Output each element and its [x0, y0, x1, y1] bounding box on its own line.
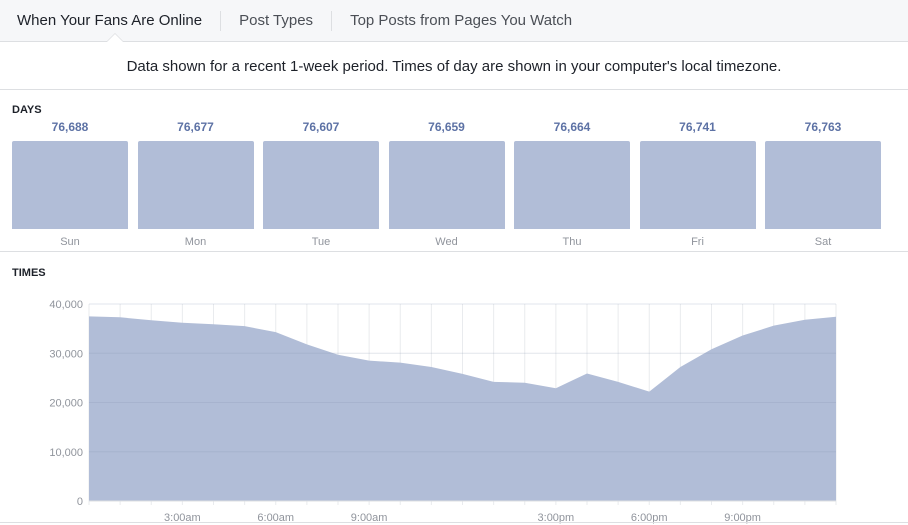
active-tab-indicator-fill	[107, 34, 123, 42]
day-bar	[263, 141, 379, 229]
info-text: Data shown for a recent 1-week period. T…	[126, 58, 782, 75]
day-bar	[639, 141, 756, 229]
day-bar	[137, 141, 254, 229]
tab-top-posts[interactable]: Top Posts from Pages You Watch	[331, 10, 590, 31]
y-tick-label: 10,000	[49, 447, 83, 459]
area-series	[89, 316, 836, 501]
day-label: Mon	[184, 236, 207, 248]
day-label: Fri	[691, 236, 704, 248]
divider	[0, 89, 908, 90]
day-value: 76,763	[804, 120, 842, 134]
day-value: 76,688	[51, 120, 89, 134]
divider	[0, 522, 908, 523]
day-value: 76,607	[302, 120, 340, 134]
day-label: Wed	[435, 236, 458, 248]
y-tick-label: 30,000	[49, 348, 83, 360]
day-label: Sat	[814, 236, 832, 248]
day-bar	[765, 141, 881, 229]
day-value: 76,659	[428, 120, 465, 134]
day-value: 76,741	[679, 120, 716, 134]
tab-bar: When Your Fans Are Online Post Types Top…	[0, 0, 908, 42]
day-value: 76,677	[177, 120, 214, 134]
tab-post-types[interactable]: Post Types	[220, 10, 331, 31]
days-label: DAYS	[12, 104, 42, 116]
tab-when-fans-online[interactable]: When Your Fans Are Online	[17, 11, 203, 29]
y-tick-label: 20,000	[49, 398, 83, 410]
day-label: Tue	[311, 236, 331, 248]
y-tick-label: 0	[77, 496, 83, 508]
divider	[0, 251, 908, 252]
day-label: Thu	[562, 236, 582, 248]
day-bar	[514, 141, 630, 229]
day-bar	[12, 141, 128, 229]
day-value: 76,664	[553, 120, 591, 134]
day-bar	[388, 141, 505, 229]
day-label: Sun	[60, 236, 80, 248]
times-label: TIMES	[12, 267, 46, 279]
y-tick-label: 40,000	[49, 299, 83, 311]
